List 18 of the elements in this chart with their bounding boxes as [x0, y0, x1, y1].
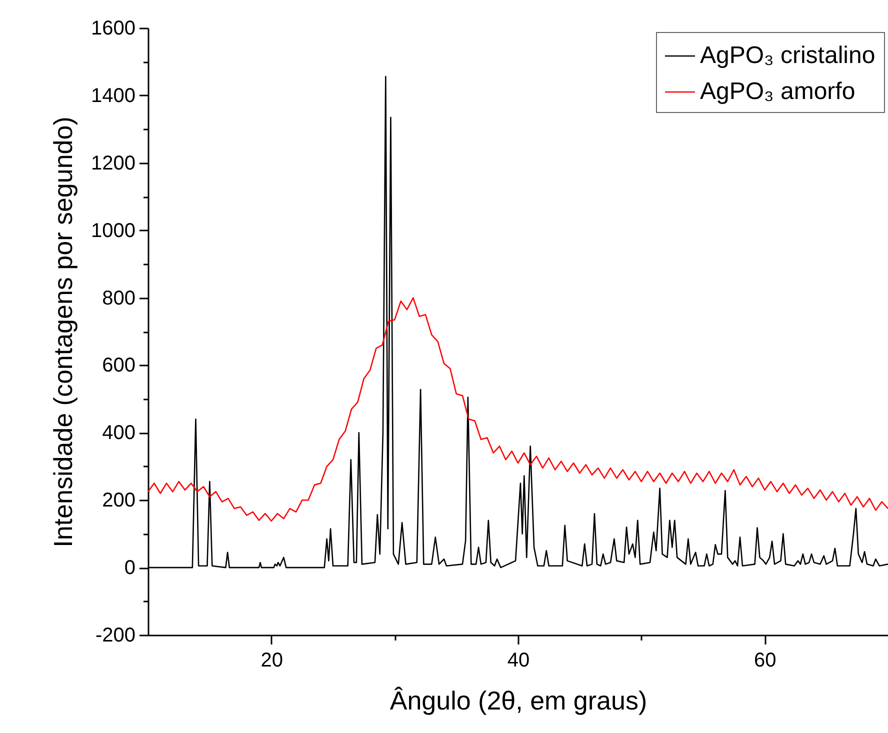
legend-label: AgPO₃ cristalino	[700, 42, 876, 69]
line-series	[148, 297, 888, 522]
y-tick-label: 800	[102, 287, 136, 310]
y-tick-label: 200	[102, 490, 136, 512]
y-tick-label: 600	[102, 354, 136, 377]
legend-label: AgPO₃ amorfo	[700, 78, 856, 105]
y-axis-title: Intensidade (contagens por segundo)	[48, 116, 78, 548]
x-tick-label: 40	[507, 650, 530, 672]
x-tick-label: 20	[260, 650, 283, 672]
y-tick-label: 1400	[91, 84, 136, 107]
x-tick-label: 60	[754, 650, 776, 672]
y-tick-label: 1000	[91, 220, 136, 242]
y-tick-label: 1600	[91, 18, 136, 40]
y-tick-label: 400	[102, 422, 136, 444]
x-axis-title: Ângulo (2θ, em graus)	[390, 686, 648, 716]
y-tick-label: 0	[124, 557, 136, 580]
y-tick-label: 1200	[91, 152, 136, 174]
y-tick-label: -200	[95, 624, 136, 646]
